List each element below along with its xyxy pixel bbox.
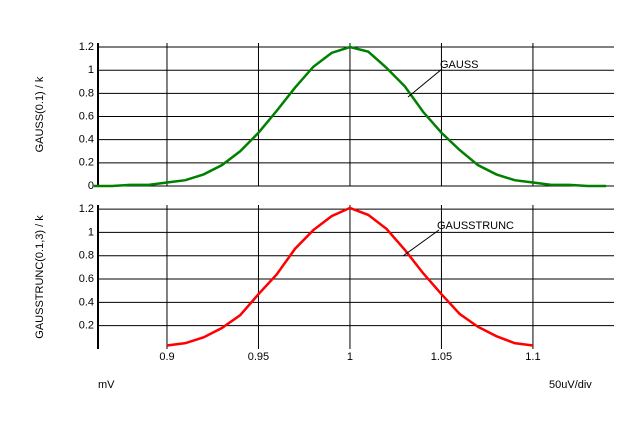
data-line bbox=[166, 206, 534, 347]
x-division: 50uV/div bbox=[549, 379, 592, 391]
y-tick-label: 1.2 bbox=[79, 203, 94, 215]
y-tick-label: 0.8 bbox=[79, 87, 94, 99]
y-tick-label: 0.6 bbox=[79, 110, 94, 122]
annotation-arrow bbox=[407, 68, 443, 98]
y-axis-label: GAUSS(0.1) / k bbox=[34, 76, 46, 152]
y-tick-label: 1.2 bbox=[79, 41, 94, 53]
annotation: GAUSSTRUNC bbox=[437, 220, 514, 232]
y-axis-label: GAUSSTRUNC(0.1,3) / k bbox=[34, 215, 46, 339]
x-tick-label: 0.9 bbox=[159, 351, 174, 363]
y-tick-label: 1 bbox=[88, 226, 94, 238]
y-tick-label: 0 bbox=[88, 180, 94, 192]
y-tick-label: 0.2 bbox=[79, 157, 94, 169]
x-unit: mV bbox=[98, 379, 115, 391]
y-tick-label: 0.2 bbox=[79, 320, 94, 332]
annotation: GAUSS bbox=[440, 59, 479, 71]
x-tick-label: 1 bbox=[347, 351, 353, 363]
data-line bbox=[93, 45, 607, 188]
annotation-arrow bbox=[402, 229, 440, 257]
y-tick-label: 0.4 bbox=[79, 134, 94, 146]
y-tick-label: 0.4 bbox=[79, 296, 94, 308]
y-tick-label: 0.8 bbox=[79, 250, 94, 262]
x-tick-label: 0.95 bbox=[248, 351, 269, 363]
x-tick-label: 1.1 bbox=[525, 351, 540, 363]
x-tick-label: 1.05 bbox=[431, 351, 452, 363]
y-tick-label: 0.6 bbox=[79, 273, 94, 285]
y-tick-label: 1 bbox=[88, 64, 94, 76]
